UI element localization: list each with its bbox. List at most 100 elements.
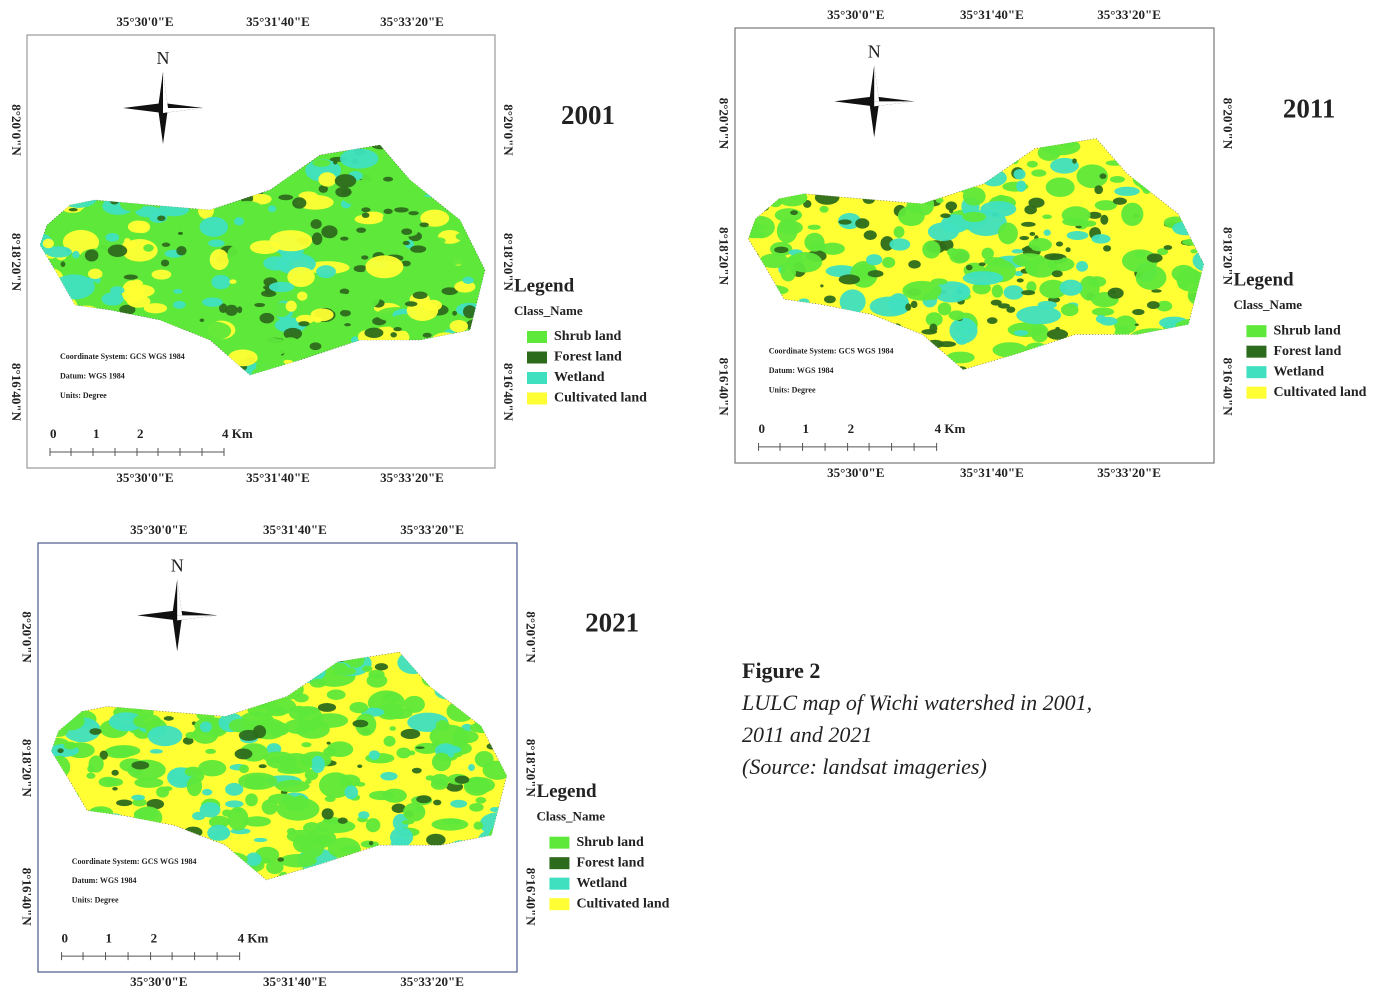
legend-swatch xyxy=(1246,346,1266,358)
land-patch xyxy=(423,300,442,311)
left-latitude: 8°16'40"N xyxy=(717,358,732,417)
top-longitude: 35°33'20"E xyxy=(400,522,464,537)
land-patch xyxy=(339,667,356,675)
land-patch xyxy=(64,742,77,750)
land-patch xyxy=(208,239,225,246)
land-patch xyxy=(176,246,186,256)
land-patch xyxy=(1052,270,1063,277)
land-patch xyxy=(1076,261,1088,272)
land-patch xyxy=(311,756,325,773)
top-longitude: 35°31'40"E xyxy=(246,14,310,29)
land-patch xyxy=(124,238,131,243)
land-patch xyxy=(992,285,1003,298)
land-patch xyxy=(116,800,132,807)
land-patch xyxy=(334,273,362,286)
land-patch xyxy=(254,838,268,842)
land-patch xyxy=(866,254,882,265)
legend-swatch xyxy=(527,393,547,405)
land-patch xyxy=(207,825,230,841)
land-patch xyxy=(1066,247,1071,252)
land-patch xyxy=(1016,306,1061,325)
land-patch xyxy=(162,243,170,247)
land-patch xyxy=(1108,288,1124,299)
land-patch xyxy=(475,797,486,804)
land-patch xyxy=(383,209,392,214)
land-patch xyxy=(820,284,823,287)
land-patch xyxy=(940,213,950,218)
land-patch xyxy=(1151,289,1161,292)
scale-label: 4 Km xyxy=(238,930,269,945)
scale-label: 0 xyxy=(62,930,69,945)
legend-subtitle: Class_Name xyxy=(514,303,583,318)
land-patch xyxy=(390,332,396,337)
land-patch xyxy=(1147,301,1160,309)
legend-title: Legend xyxy=(514,275,575,296)
land-patch xyxy=(393,327,401,331)
scale-label: 4 Km xyxy=(935,421,966,436)
bottom-longitude: 35°30'0"E xyxy=(130,974,187,989)
right-latitude: 8°16'40"N xyxy=(523,868,538,927)
land-patch xyxy=(442,818,461,824)
land-patch xyxy=(344,785,358,799)
land-patch xyxy=(1031,169,1046,176)
land-patch xyxy=(200,721,212,732)
land-patch xyxy=(298,321,309,326)
left-latitude: 8°18'20"N xyxy=(20,739,35,798)
land-patch xyxy=(316,265,336,278)
land-patch xyxy=(200,318,205,322)
land-patch xyxy=(1091,234,1110,243)
land-patch xyxy=(1132,309,1145,315)
land-patch xyxy=(144,303,167,313)
land-patch xyxy=(280,753,312,774)
land-patch xyxy=(289,706,308,720)
legend-swatch xyxy=(1246,325,1266,337)
land-patch xyxy=(228,807,249,830)
legend-label: Wetland xyxy=(576,876,627,891)
land-patch xyxy=(1172,265,1196,282)
land-patch xyxy=(297,291,308,300)
map-note: Coordinate System: GCS WGS 1984 xyxy=(72,857,197,866)
land-patch xyxy=(416,795,431,803)
land-patch xyxy=(432,753,451,772)
land-patch xyxy=(922,241,940,259)
land-patch xyxy=(1088,276,1106,287)
land-patch xyxy=(229,279,236,284)
land-patch xyxy=(367,674,388,688)
land-patch xyxy=(333,160,337,164)
land-patch xyxy=(788,252,822,272)
land-patch xyxy=(1067,231,1089,240)
land-patch xyxy=(340,237,348,241)
land-patch xyxy=(468,764,475,771)
land-patch xyxy=(980,201,1016,217)
land-patch xyxy=(1061,304,1079,316)
land-patch xyxy=(335,174,357,188)
land-patch xyxy=(225,305,238,316)
land-patch xyxy=(396,748,410,759)
top-longitude: 35°30'0"E xyxy=(116,14,173,29)
land-patch xyxy=(134,221,150,233)
north-label: N xyxy=(868,41,881,61)
left-latitude: 8°20'0"N xyxy=(717,98,732,150)
land-patch xyxy=(820,206,829,213)
land-patch xyxy=(1022,247,1032,252)
land-patch xyxy=(839,274,860,284)
legend-label: Shrub land xyxy=(576,835,644,850)
land-patch xyxy=(1006,306,1015,312)
land-patch xyxy=(173,301,186,309)
top-longitude: 35°33'20"E xyxy=(1097,7,1161,22)
land-patch xyxy=(268,205,276,212)
land-patch xyxy=(227,245,247,266)
land-patch xyxy=(292,197,306,208)
land-patch xyxy=(405,301,418,306)
land-patch xyxy=(362,212,370,217)
land-patch xyxy=(455,776,470,784)
land-patch xyxy=(473,822,483,830)
land-patch xyxy=(310,342,322,350)
land-patch xyxy=(72,251,79,259)
land-patch xyxy=(1030,232,1036,236)
land-patch xyxy=(1017,278,1024,282)
land-patch xyxy=(1100,317,1118,326)
legend-label: Wetland xyxy=(1273,364,1324,379)
land-patch xyxy=(283,208,308,224)
land-patch xyxy=(350,702,369,713)
